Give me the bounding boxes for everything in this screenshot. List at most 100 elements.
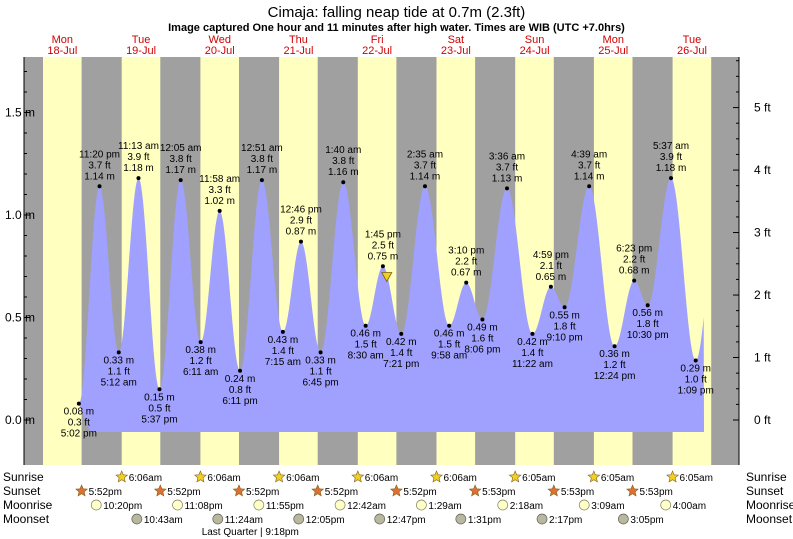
- right-tick-label: 4 ft: [754, 163, 771, 177]
- extreme-point: [380, 264, 385, 269]
- extreme-label: 2.9 ft: [290, 216, 312, 227]
- moonset-icon: [455, 513, 467, 525]
- extreme-label: 4:59 pm: [533, 250, 569, 261]
- extreme-label: 2.1 ft: [540, 261, 562, 272]
- moonrise-time: 11:55pm: [266, 501, 304, 512]
- moonset-time: 3:05pm: [630, 515, 663, 526]
- extreme-point: [480, 317, 485, 322]
- extreme-label: 1.5 ft: [438, 340, 460, 351]
- extreme-label: 0.38 m: [185, 345, 216, 356]
- extreme-label: 1.18 m: [123, 163, 154, 174]
- sunrise-icon: [115, 470, 129, 483]
- sunrise-time: 6:06am: [286, 473, 319, 484]
- moonset-time: 12:05pm: [306, 515, 345, 526]
- moonset-time: 12:47pm: [387, 515, 426, 526]
- moonrise-time: 11:08pm: [185, 501, 223, 512]
- extreme-point: [217, 208, 222, 213]
- extreme-label: 11:58 am: [199, 174, 240, 185]
- sunset-icon: [626, 484, 639, 497]
- extreme-point: [238, 368, 243, 373]
- extreme-point: [505, 186, 510, 191]
- extreme-label: 1.14 m: [410, 171, 441, 182]
- moonrise-icon: [253, 499, 265, 511]
- current-tide-marker: [381, 272, 393, 283]
- moonset-time: 11:24am: [225, 515, 263, 526]
- extreme-point: [612, 344, 617, 349]
- extreme-point: [587, 184, 592, 189]
- extreme-label: 12:51 am: [241, 143, 283, 154]
- extreme-label: 1.8 ft: [637, 319, 659, 330]
- extreme-label: 1.4 ft: [390, 348, 412, 359]
- moonset-icon: [212, 513, 224, 525]
- moonset-icon: [131, 513, 143, 525]
- day-labels: Mon18-JulTue19-JulWed20-JulThu21-JulFri2…: [47, 34, 707, 57]
- left-tick-label: 0.0 m: [5, 413, 35, 427]
- extreme-label: 5:12 am: [101, 377, 137, 388]
- moonset-icon: [536, 513, 548, 525]
- extreme-label: 3:10 pm: [448, 246, 484, 257]
- sunrise-icon: [508, 470, 522, 483]
- extreme-point: [198, 340, 203, 345]
- extreme-label: 0.3 ft: [68, 418, 90, 429]
- extreme-label: 3.7 ft: [414, 160, 436, 171]
- extreme-label: 1.18 m: [656, 163, 687, 174]
- day-label-dow: Sun: [525, 34, 545, 46]
- extreme-point: [298, 239, 303, 244]
- extreme-label: 1.13 m: [492, 173, 523, 184]
- daylight-band: [43, 57, 82, 465]
- extreme-label: 0.42 m: [517, 337, 548, 348]
- sunset-icon: [468, 484, 482, 497]
- extreme-label: 1:09 pm: [678, 386, 714, 397]
- extreme-label: 6:11 pm: [222, 396, 257, 407]
- extreme-label: 0.46 m: [434, 329, 465, 340]
- moonrise-row-label: Moonrise: [3, 498, 53, 512]
- moonrise-icon: [660, 499, 672, 511]
- extreme-point: [645, 303, 650, 308]
- extreme-label: 0.87 m: [286, 227, 317, 238]
- sunrise-row-label: Sunrise: [3, 470, 44, 484]
- extreme-point: [341, 180, 346, 185]
- chart-title: Cimaja: falling neap tide at 0.7m (2.3ft…: [268, 4, 526, 21]
- left-tick-label: 1.0 m: [5, 208, 35, 222]
- sunset-time: 5:53pm: [561, 487, 594, 498]
- moonrise-time: 2:18am: [510, 501, 543, 512]
- extreme-label: 0.8 ft: [229, 385, 251, 396]
- day-label-date: 26-Jul: [677, 45, 707, 57]
- extreme-label: 6:23 pm: [616, 244, 652, 255]
- sunset-time: 5:52pm: [246, 487, 279, 498]
- extreme-label: 1.16 m: [328, 167, 359, 178]
- moonrise-time: 4:00am: [673, 501, 706, 512]
- extreme-label: 0.56 m: [632, 308, 663, 319]
- extreme-label: 1.17 m: [247, 165, 278, 176]
- sunrise-icon: [666, 470, 680, 483]
- extreme-point: [669, 176, 674, 181]
- extreme-point: [76, 401, 81, 406]
- sunrise-row-label-right: Sunrise: [746, 470, 787, 484]
- extreme-label: 6:45 pm: [303, 377, 339, 388]
- extreme-label: 0.65 m: [536, 272, 567, 283]
- extreme-label: 0.67 m: [451, 268, 482, 279]
- moonrise-time: 3:09am: [591, 501, 624, 512]
- sunset-icon: [547, 484, 561, 497]
- extreme-point: [464, 280, 469, 285]
- sunset-time: 5:53pm: [640, 487, 673, 498]
- extreme-label: 9:10 pm: [547, 332, 583, 343]
- moonset-icon: [293, 513, 305, 525]
- moonrise-icon: [416, 499, 427, 511]
- y-axes: 0.0 m 0.5 m 1.0 m 1.5 m 0 ft 1 ft 2 ft 3 ft 4 ft…: [5, 57, 771, 465]
- extreme-label: 1.5 ft: [355, 340, 377, 351]
- extreme-point: [97, 184, 102, 189]
- extreme-label: 3.7 ft: [496, 162, 518, 173]
- moonrise-time: 1:29am: [428, 501, 461, 512]
- sunset-time: 5:52pm: [89, 487, 122, 498]
- moonset-time: 1:31pm: [468, 515, 501, 526]
- day-label-date: 21-Jul: [283, 45, 313, 57]
- extreme-label: 3:36 am: [489, 151, 525, 162]
- moonset-row-label: Moonset: [3, 512, 50, 526]
- extreme-label: 0.29 m: [680, 364, 711, 375]
- sunrise-time: 6:05am: [680, 473, 713, 484]
- extreme-point: [178, 178, 183, 183]
- extreme-label: 3.3 ft: [209, 185, 231, 196]
